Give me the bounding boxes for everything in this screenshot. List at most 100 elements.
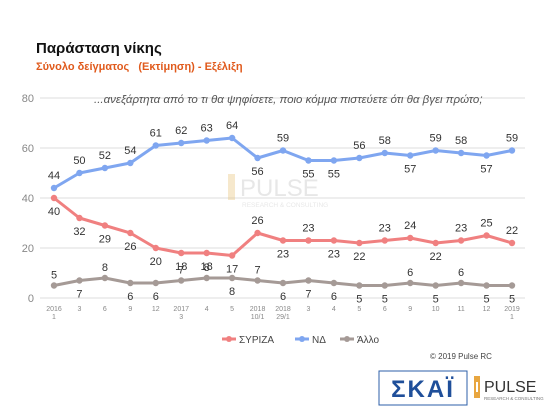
data-label-syriza: 23 (328, 249, 340, 261)
data-point-syriza (254, 229, 261, 237)
data-label-syriza: 26 (124, 241, 136, 253)
y-tick-label: 40 (22, 193, 34, 205)
svg-text:ΣΚΑΪ: ΣΚΑΪ (391, 376, 455, 403)
data-label-other: 5 (483, 294, 489, 306)
data-label-syriza: 23 (379, 223, 391, 235)
data-label-nd: 58 (379, 135, 391, 147)
data-label-syriza: 22 (353, 251, 365, 263)
data-label-other: 6 (458, 267, 464, 279)
data-point-syriza (101, 222, 109, 229)
data-label-nd: 59 (506, 133, 518, 145)
data-label-nd: 56 (251, 166, 263, 178)
data-point-syriza (407, 234, 414, 242)
data-label-syriza: 26 (251, 215, 263, 227)
data-label-other: 7 (305, 289, 311, 301)
data-label-nd: 56 (353, 140, 365, 152)
data-point-syriza (457, 237, 465, 244)
data-point-syriza (50, 194, 58, 202)
data-point-nd (178, 139, 185, 147)
data-label-syriza: 23 (277, 249, 289, 261)
data-point-other (305, 277, 312, 284)
data-point-syriza (356, 239, 363, 247)
x-tick-label: 2017 (173, 306, 189, 313)
y-tick-label: 60 (22, 143, 34, 155)
x-tick-label: 6 (103, 306, 107, 313)
copyright-text: © 2019 Pulse RC (430, 352, 492, 361)
y-tick-label: 20 (22, 243, 34, 255)
data-label-nd: 55 (328, 169, 340, 181)
data-label-other: 5 (382, 294, 388, 306)
data-point-syriza (432, 239, 439, 247)
data-point-other (228, 274, 236, 282)
data-label-other: 7 (254, 265, 260, 277)
data-label-other: 6 (280, 291, 286, 303)
data-point-other (101, 274, 109, 282)
data-point-nd (50, 184, 58, 192)
data-label-nd: 58 (455, 135, 467, 147)
data-point-other (407, 279, 414, 287)
svg-text:PULSE: PULSE (240, 175, 319, 202)
x-tick-label: 10/1 (251, 314, 265, 321)
data-point-syriza (152, 244, 159, 252)
x-tick-label: 9 (408, 306, 412, 313)
skai-logo: ΣΚΑΪ (378, 370, 468, 406)
data-point-syriza (305, 237, 312, 244)
data-point-nd (432, 147, 439, 154)
pulse-watermark: PULSE RESEARCH & CONSULTING (228, 174, 328, 209)
legend-marker-nd (299, 336, 305, 342)
data-label-other: 7 (76, 289, 82, 301)
data-point-nd (381, 149, 388, 157)
data-label-syriza: 40 (48, 206, 60, 218)
chart-subtitle: Σύνολο δείγματος (Εκτίμηση) - Εξέλιξη (36, 61, 243, 73)
data-point-nd (101, 164, 109, 172)
data-point-nd (457, 149, 465, 157)
y-tick-label: 80 (22, 93, 34, 105)
data-point-nd (356, 154, 363, 162)
data-label-syriza: 23 (302, 223, 314, 235)
data-point-other (50, 282, 58, 289)
data-point-nd (228, 134, 236, 142)
x-tick-label: 9 (128, 306, 132, 313)
data-label-other: 5 (51, 270, 57, 282)
data-label-other: 8 (229, 286, 235, 298)
data-label-other: 6 (331, 291, 337, 303)
data-label-other: 6 (127, 291, 133, 303)
data-point-nd (483, 152, 490, 159)
data-label-nd: 63 (201, 123, 213, 135)
data-label-other: 5 (356, 294, 362, 306)
data-label-nd: 50 (73, 155, 85, 167)
data-point-nd (279, 147, 287, 154)
data-point-other (152, 279, 159, 287)
data-point-nd (76, 169, 83, 177)
data-point-other (203, 274, 210, 282)
x-tick-label: 12 (483, 306, 491, 313)
x-tick-label: 5 (357, 306, 361, 313)
data-label-syriza: 32 (73, 226, 85, 238)
data-point-nd (305, 157, 312, 164)
x-tick-label: 4 (205, 306, 209, 313)
data-point-nd (407, 152, 414, 159)
x-tick-label: 3 (179, 314, 183, 321)
data-label-syriza: 17 (226, 264, 238, 276)
x-tick-label: 4 (332, 306, 336, 313)
data-point-syriza (127, 229, 134, 237)
svg-text:PULSE: PULSE (484, 379, 536, 396)
x-tick-label: 2018 (275, 306, 291, 313)
x-tick-label: 29/1 (276, 314, 290, 321)
data-point-nd (203, 137, 210, 144)
data-label-nd: 57 (480, 164, 492, 176)
legend-label-syriza: ΣΥΡΙΖΑ (239, 335, 274, 346)
data-point-other (432, 282, 439, 289)
data-label-nd: 57 (404, 164, 416, 176)
data-point-other (356, 282, 363, 289)
data-label-other: 7 (178, 265, 184, 277)
data-point-other (127, 279, 134, 287)
svg-text:RESEARCH & CONSULTING: RESEARCH & CONSULTING (484, 396, 544, 401)
data-label-syriza: 23 (455, 223, 467, 235)
data-label-syriza: 18 (201, 261, 213, 273)
data-point-syriza (483, 232, 490, 239)
data-point-nd (508, 147, 516, 154)
data-point-other (254, 277, 261, 284)
data-point-other (483, 282, 490, 289)
